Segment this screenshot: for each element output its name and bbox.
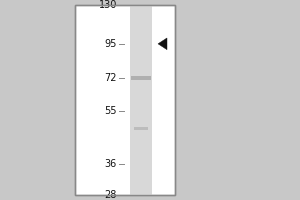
Bar bbox=[130, 5, 152, 195]
Text: 28: 28 bbox=[105, 190, 117, 200]
Text: 36: 36 bbox=[105, 159, 117, 169]
Bar bbox=[75, 5, 175, 195]
Bar bbox=[134, 127, 148, 130]
Bar bbox=[131, 76, 151, 80]
Text: 95: 95 bbox=[105, 39, 117, 49]
Bar bbox=[75, 5, 175, 195]
Polygon shape bbox=[158, 38, 167, 50]
Text: 55: 55 bbox=[104, 106, 117, 116]
Text: 72: 72 bbox=[104, 73, 117, 83]
Text: 130: 130 bbox=[99, 0, 117, 10]
